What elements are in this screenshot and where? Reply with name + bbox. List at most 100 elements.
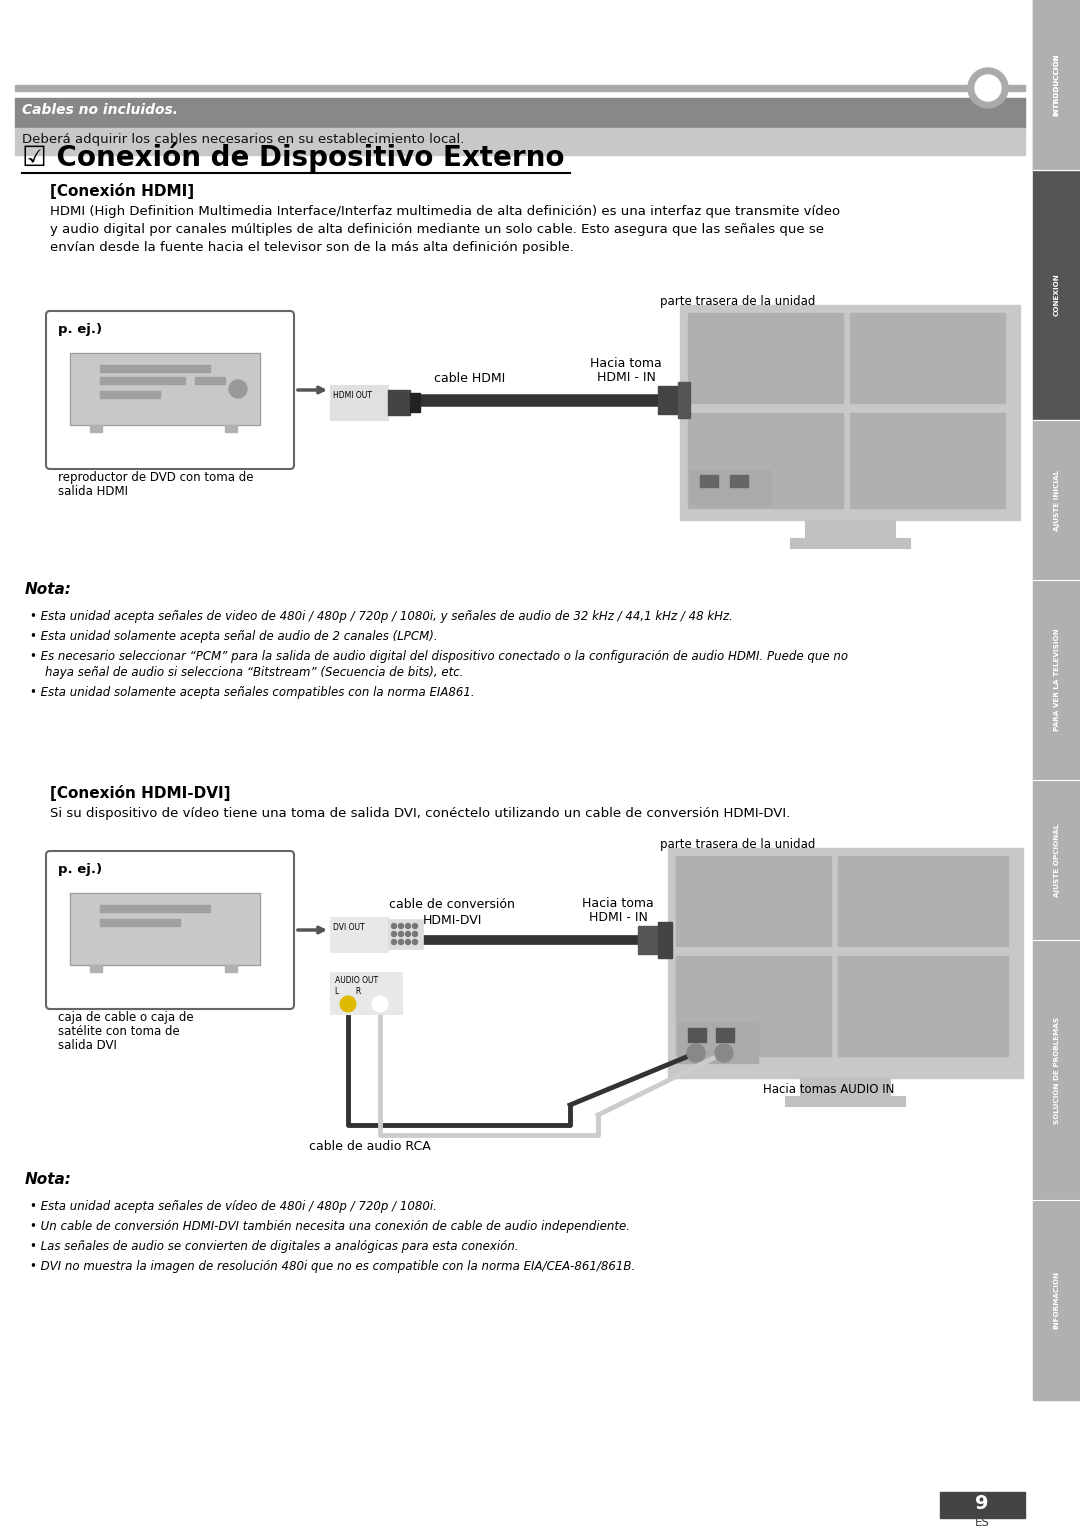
Bar [70, 353, 260, 426]
Text: parte trasera de la unidad: parte trasera de la unidad [660, 838, 815, 852]
Bar [638, 926, 658, 954]
Text: salida DVI: salida DVI [58, 1039, 117, 1051]
Bar [330, 385, 388, 420]
Text: cable HDMI: cable HDMI [434, 372, 505, 385]
Circle shape [391, 931, 396, 937]
Bar [70, 893, 260, 964]
Text: Hacia toma: Hacia toma [582, 897, 653, 909]
Bar [678, 382, 690, 418]
Bar [1032, 0, 1080, 169]
Bar [688, 1029, 706, 1042]
Text: AUDIO OUT: AUDIO OUT [335, 977, 378, 984]
Bar [15, 85, 1025, 92]
Bar [688, 313, 843, 403]
Text: HDMI OUT: HDMI OUT [333, 391, 372, 400]
Bar [658, 922, 672, 958]
Bar [800, 1077, 890, 1096]
Text: HDMI - IN: HDMI - IN [596, 371, 656, 385]
Circle shape [413, 931, 418, 937]
Bar [195, 377, 225, 385]
Bar [388, 391, 410, 415]
Bar [850, 313, 1005, 403]
Text: p. ej.): p. ej.) [58, 864, 103, 876]
Bar [680, 305, 1020, 520]
Bar [225, 426, 237, 432]
Bar [330, 917, 388, 952]
Text: Si su dispositivo de vídeo tiene una toma de salida DVI, conéctelo utilizando un: Si su dispositivo de vídeo tiene una tom… [50, 807, 791, 819]
Bar [658, 386, 678, 414]
Text: • Las señales de audio se convierten de digitales a analógicas para esta conexió: • Las señales de audio se convierten de … [30, 1241, 518, 1253]
Text: haya señal de audio si selecciona “Bitstream” (Secuencia de bits), etc.: haya señal de audio si selecciona “Bitst… [45, 665, 463, 679]
Circle shape [340, 996, 356, 1012]
Bar [690, 470, 770, 505]
Text: [Conexión HDMI-DVI]: [Conexión HDMI-DVI] [50, 784, 230, 801]
Text: INFORMACIÓN: INFORMACIÓN [1053, 1271, 1059, 1329]
Text: INTRODUCCIÓN: INTRODUCCIÓN [1053, 53, 1059, 116]
Bar [1032, 169, 1080, 420]
Bar [676, 856, 831, 946]
Circle shape [399, 931, 404, 937]
Text: • Esta unidad acepta señales de video de 480i / 480p / 720p / 1080i, y señales d: • Esta unidad acepta señales de video de… [30, 610, 733, 623]
Bar [669, 848, 1023, 1077]
Bar [90, 426, 102, 432]
Text: • Es necesario seleccionar “PCM” para la salida de audio digital del dispositivo: • Es necesario seleccionar “PCM” para la… [30, 650, 848, 662]
Text: ☑ Conexión de Dispositivo Externo: ☑ Conexión de Dispositivo Externo [22, 143, 565, 172]
Circle shape [405, 940, 410, 945]
Text: • Esta unidad acepta señales de vídeo de 480i / 480p / 720p / 1080i.: • Esta unidad acepta señales de vídeo de… [30, 1199, 437, 1213]
Text: L       R: L R [335, 987, 361, 996]
Bar [700, 475, 718, 487]
Circle shape [413, 940, 418, 945]
Bar [688, 414, 843, 508]
Text: caja de cable o caja de: caja de cable o caja de [58, 1012, 193, 1024]
Text: Cables no incluidos.: Cables no incluidos. [22, 102, 178, 118]
Circle shape [229, 380, 247, 398]
Bar [940, 1492, 1025, 1518]
Bar [676, 955, 831, 1056]
Text: DVI OUT: DVI OUT [333, 923, 365, 931]
Circle shape [715, 1044, 733, 1062]
FancyBboxPatch shape [46, 311, 294, 468]
Text: PARA VER LA TELEVISIÓN: PARA VER LA TELEVISIÓN [1053, 629, 1059, 731]
Text: satélite con toma de: satélite con toma de [58, 1025, 179, 1038]
Text: AJUSTE OPCIONAL: AJUSTE OPCIONAL [1053, 824, 1059, 897]
Text: • Esta unidad solamente acepta señal de audio de 2 canales (LPCM).: • Esta unidad solamente acepta señal de … [30, 630, 437, 642]
Bar [850, 414, 1005, 508]
Bar [1032, 1199, 1080, 1399]
Bar [15, 98, 1025, 128]
Text: reproductor de DVD con toma de: reproductor de DVD con toma de [58, 472, 254, 484]
Bar [1032, 580, 1080, 780]
Bar [410, 394, 420, 412]
Text: [Conexión HDMI]: [Conexión HDMI] [50, 183, 194, 198]
Bar [100, 919, 180, 926]
Bar [730, 475, 748, 487]
Circle shape [405, 931, 410, 937]
Text: Nota:: Nota: [25, 581, 72, 597]
FancyBboxPatch shape [46, 852, 294, 1009]
Text: envían desde la fuente hacia el televisor son de la más alta definición posible.: envían desde la fuente hacia el televiso… [50, 241, 573, 253]
Text: salida HDMI: salida HDMI [58, 485, 129, 497]
Circle shape [975, 75, 1001, 101]
Text: • DVI no muestra la imagen de resolución 480i que no es compatible con la norma : • DVI no muestra la imagen de resolución… [30, 1260, 635, 1273]
Circle shape [968, 69, 1008, 108]
Text: • Esta unidad solamente acepta señales compatibles con la norma EIA861.: • Esta unidad solamente acepta señales c… [30, 687, 474, 699]
Bar [15, 572, 1025, 768]
Bar [100, 365, 210, 372]
Circle shape [399, 940, 404, 945]
Bar [90, 964, 102, 972]
Text: CONEXIÓN: CONEXIÓN [1053, 273, 1059, 316]
Text: Hacia tomas AUDIO IN: Hacia tomas AUDIO IN [762, 1083, 894, 1096]
Text: Hacia toma: Hacia toma [590, 357, 662, 369]
Text: parte trasera de la unidad: parte trasera de la unidad [660, 295, 815, 308]
Bar [1032, 420, 1080, 580]
Bar [805, 520, 895, 539]
Bar [15, 128, 1025, 156]
Text: Deberá adquirir los cables necesarios en su establecimiento local.: Deberá adquirir los cables necesarios en… [22, 133, 464, 146]
Text: HDMI (High Definition Multimedia Interface/Interfaz multimedia de alta definició: HDMI (High Definition Multimedia Interfa… [50, 204, 840, 218]
Text: INTRODUCCIÓN: INTRODUCCIÓN [1053, 53, 1059, 116]
Text: y audio digital por canales múltiples de alta definición mediante un solo cable.: y audio digital por canales múltiples de… [50, 223, 824, 237]
Circle shape [399, 923, 404, 928]
Bar [70, 353, 260, 426]
Text: ES: ES [974, 1515, 989, 1526]
Bar [100, 905, 210, 913]
Text: SOLUCIÓN DE PROBLEMAS: SOLUCIÓN DE PROBLEMAS [1053, 1016, 1059, 1123]
